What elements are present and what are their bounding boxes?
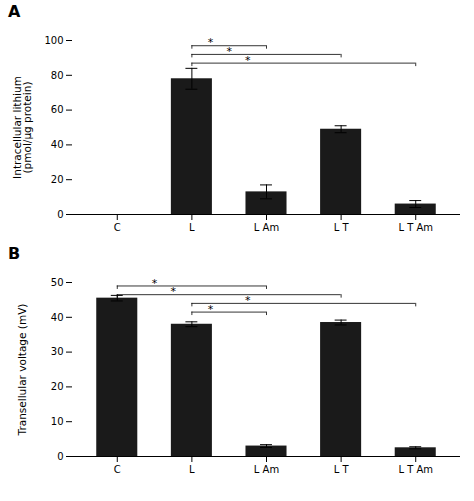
svg-text:Transellular voltage (mV): Transellular voltage (mV) [16,304,28,437]
svg-text:40: 40 [51,312,64,323]
svg-text:*: * [245,294,251,307]
html-text:B: B [8,244,21,263]
svg-text:L: L [189,464,195,475]
svg-text:0: 0 [57,451,63,462]
svg-text:*: * [245,54,251,67]
svg-text:*: * [208,303,214,316]
svg-text:*: * [226,45,232,58]
svg-text:C: C [114,464,121,475]
svg-text:80: 80 [51,70,64,81]
svg-text:100: 100 [44,35,63,46]
svg-text:40: 40 [51,139,64,150]
svg-text:*: * [170,285,176,298]
svg-text:L T: L T [334,222,350,233]
svg-text:*: * [152,277,158,290]
svg-text:Intracellular lithium(pmol/μg: Intracellular lithium(pmol/μg protein) [11,76,34,179]
svg-text:L Am: L Am [254,464,279,475]
svg-text:C: C [114,222,121,233]
svg-text:L: L [189,222,195,233]
svg-text:*: * [208,36,214,49]
svg-text:0: 0 [57,209,63,220]
svg-text:20: 20 [51,381,64,392]
svg-text:50: 50 [51,277,64,288]
svg-text:60: 60 [51,104,64,115]
svg-text:30: 30 [51,346,64,357]
svg-text:10: 10 [51,416,64,427]
svg-text:L Am: L Am [254,222,279,233]
svg-text:L T Am: L T Am [398,222,433,233]
html-text:A: A [8,2,21,21]
svg-text:L T: L T [334,464,350,475]
svg-text:20: 20 [51,174,64,185]
svg-text:L T Am: L T Am [398,464,433,475]
